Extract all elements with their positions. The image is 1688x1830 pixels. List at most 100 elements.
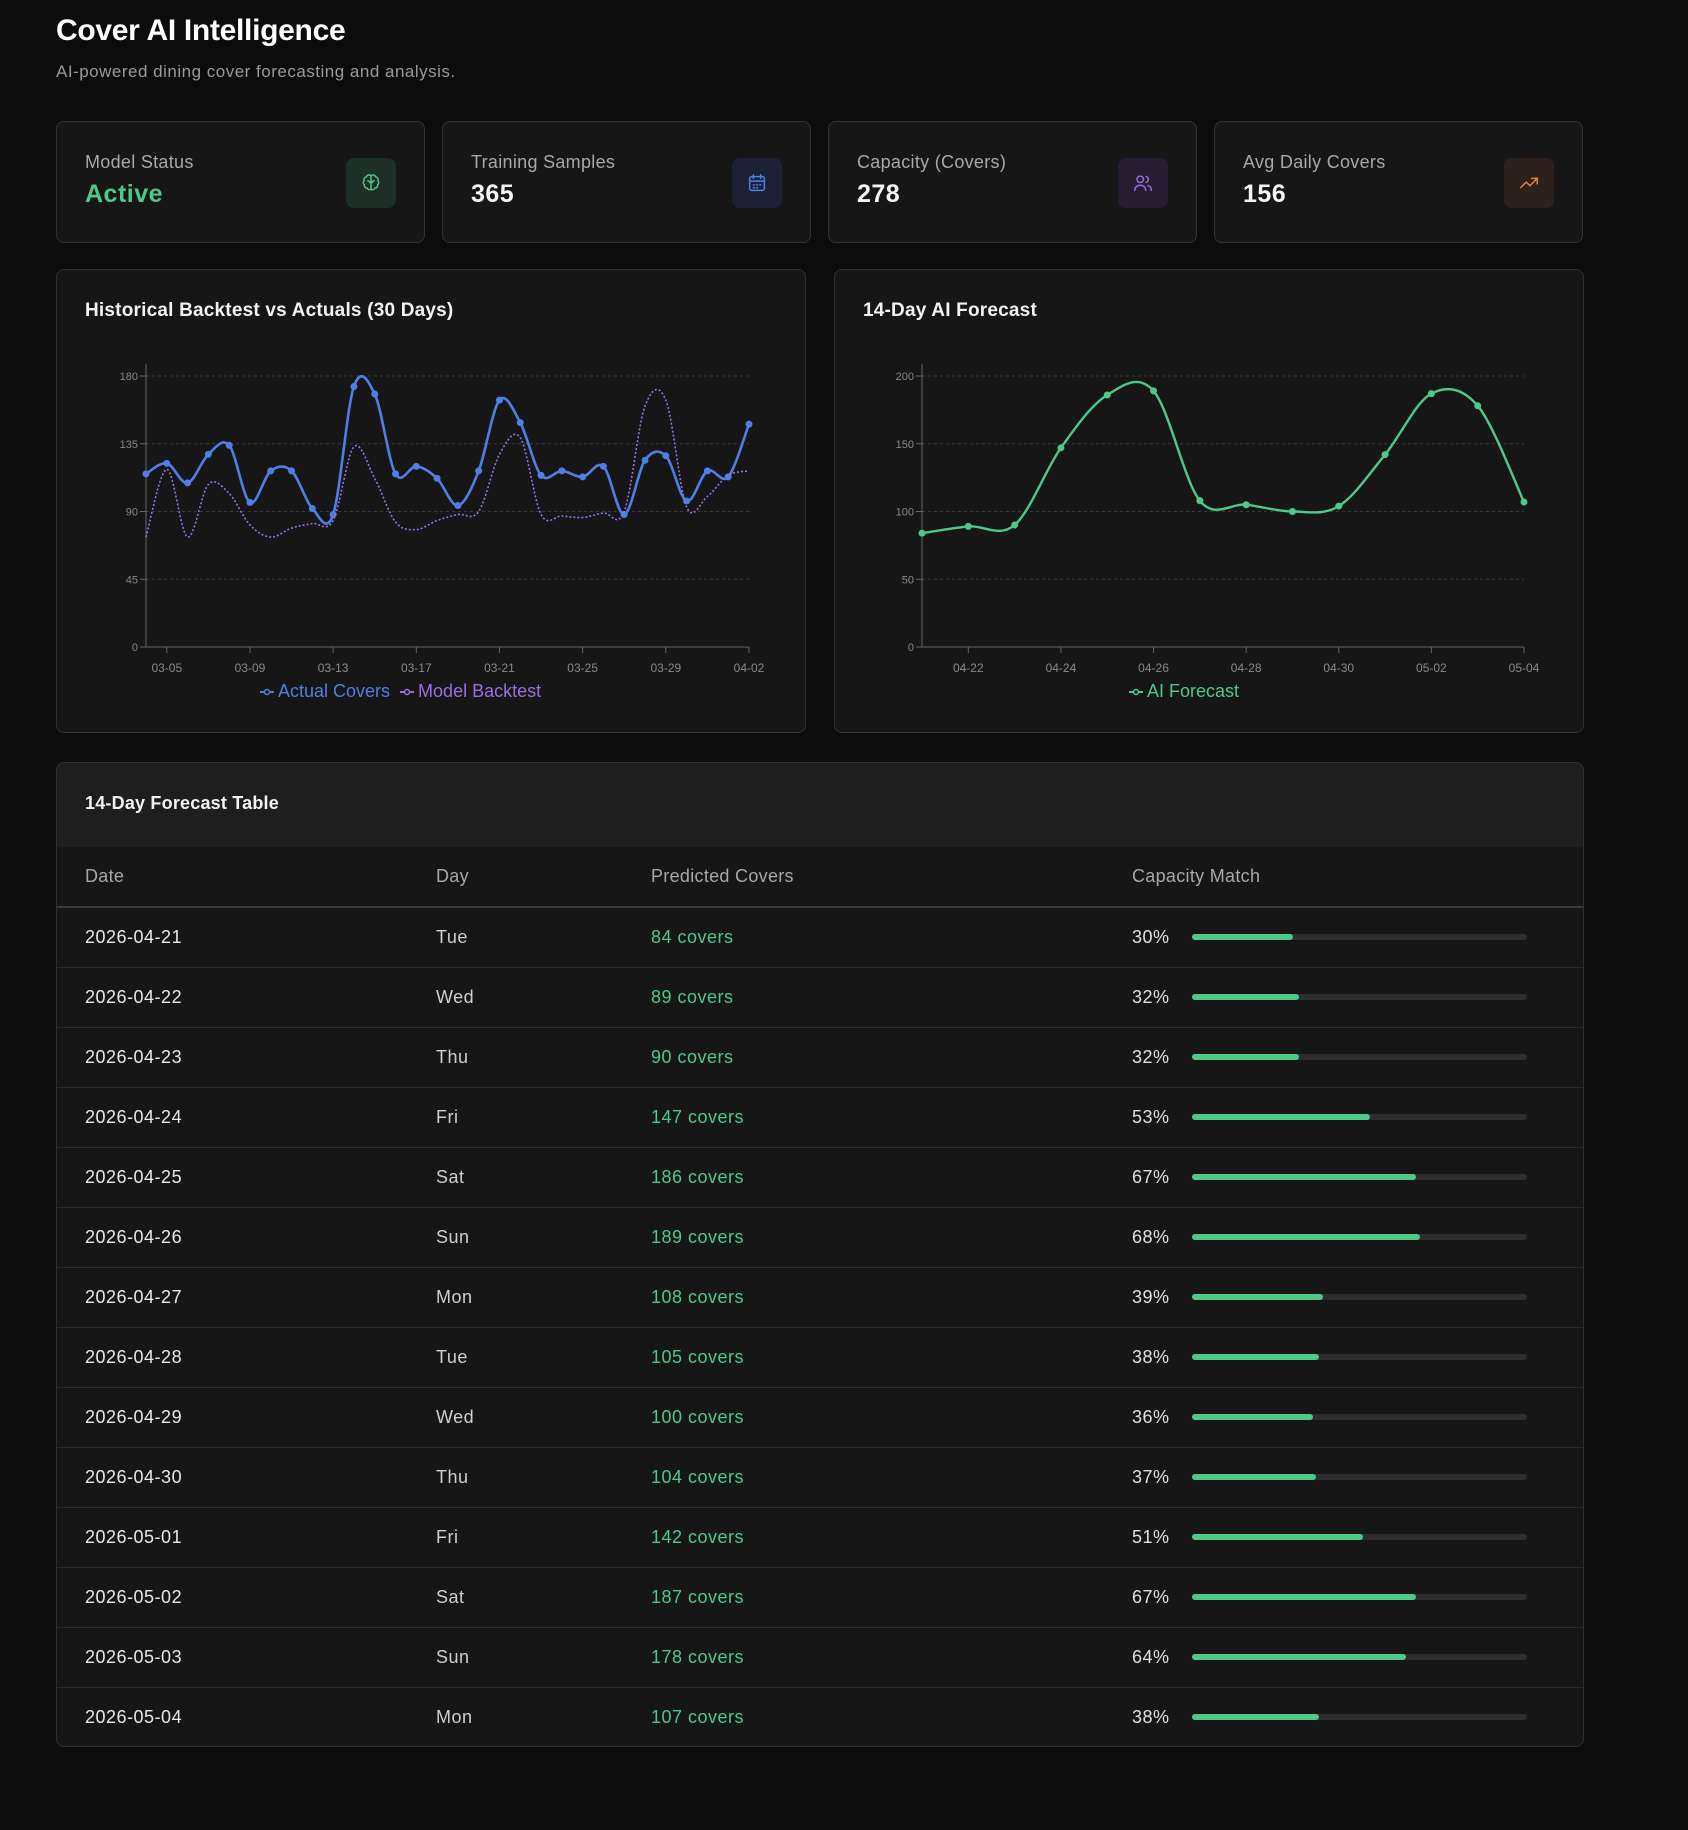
kpi-row: Model Status Active Training Samples 365 [56,121,1584,243]
kpi-label: Training Samples [471,152,616,172]
capacity-percent: 51% [1132,1526,1170,1547]
cell-date: 2026-04-29 [57,1387,436,1448]
kpi-value: 278 [857,180,901,208]
capacity-match: 30% [1132,927,1583,948]
cell-date: 2026-04-28 [57,1327,436,1388]
table-body: 2026-04-21 Tue 84 covers 30% 2026-04-22 Wed 89… [57,907,1583,1746]
cell-date: 2026-04-26 [57,1207,436,1268]
cell-predicted-covers: 104 covers [651,1447,1132,1508]
legend-line-icon [1129,688,1143,695]
cell-predicted-covers: 189 covers [651,1207,1132,1268]
legend-label: AI Forecast [1147,681,1240,701]
cell-day: Fri [436,1507,651,1568]
cell-date: 2026-04-25 [57,1147,436,1208]
trending-up-icon [1504,158,1554,208]
legend-line-icon [260,688,274,695]
cell-day: Thu [436,1027,651,1088]
cell-predicted-covers: 100 covers [651,1387,1132,1448]
data-point [454,501,462,509]
backtest-legend: Actual Covers Model Backtest [260,681,541,702]
y-tick-label: 100 [896,507,914,519]
cell-day: Fri [436,1087,651,1148]
capacity-bar-fill [1192,934,1293,941]
data-point [350,383,358,391]
cell-capacity-match: 37% [1132,1447,1583,1508]
capacity-bar-fill [1192,1054,1300,1060]
legend-item-actual[interactable]: Actual Covers [260,681,390,702]
data-point [1288,508,1296,515]
cell-capacity-match: 38% [1132,1327,1583,1388]
series-line [145,374,751,525]
capacity-bar-fill [1192,1234,1420,1240]
data-point [288,467,296,475]
data-point [163,459,171,467]
legend-label: Model Backtest [418,681,542,701]
cell-capacity-match: 67% [1132,1567,1583,1628]
cell-day: Sun [436,1627,651,1688]
kpi-card-avg-daily-covers: Avg Daily Covers 156 [1214,121,1583,243]
table-header-bar: 14-Day Forecast Table [57,763,1583,847]
table-header-row: Date Day Predicted Covers Capacity Match [57,847,1583,908]
cell-capacity-match: 68% [1132,1207,1583,1268]
legend-item-forecast[interactable]: AI Forecast [1129,681,1239,702]
capacity-bar-fill [1192,1534,1363,1540]
page-subtitle: AI-powered dining cover forecasting and … [56,62,456,81]
y-tick-label: 0 [132,642,138,654]
data-point [579,473,587,481]
x-tick-label: 03-17 [401,661,432,675]
kpi-card-model-status: Model Status Active [56,121,425,243]
series-line [145,388,750,538]
table-row: 2026-04-25 Sat 186 covers 67% [57,1147,1583,1208]
cell-day: Mon [436,1706,473,1727]
data-point [641,456,649,464]
capacity-match: 37% [1132,1467,1583,1488]
y-tick-label: 135 [120,439,138,451]
cell-capacity-match: 36% [1132,1387,1583,1448]
data-point [246,498,254,506]
users-icon [1118,158,1168,208]
y-tick-label: 0 [908,642,914,654]
data-point [1520,498,1528,506]
table-title: 14-Day Forecast Table [85,793,279,813]
kpi-value: Active [85,180,164,208]
cell-day: Tue [436,907,651,968]
capacity-percent: 68% [1132,1226,1170,1247]
data-point [516,419,524,427]
x-tick-label: 03-05 [151,661,182,675]
capacity-bar [1192,1234,1527,1240]
legend-line-icon [400,688,415,695]
cell-predicted-covers: 178 covers [651,1627,1132,1688]
capacity-bar [1192,1714,1527,1721]
table-row: 2026-04-28 Tue 105 covers 38% [57,1327,1583,1388]
capacity-bar-fill [1192,1654,1407,1660]
capacity-bar [1192,1054,1527,1060]
data-point [1474,402,1482,410]
data-point [1057,444,1065,452]
chart-title: Historical Backtest vs Actuals (30 Days) [85,300,454,321]
data-point [308,504,316,512]
cell-capacity-match: 38% [1132,1687,1583,1746]
cell-capacity-match: 32% [1132,1027,1583,1088]
cell-date: 2026-05-03 [57,1627,436,1688]
capacity-bar-fill [1192,1414,1313,1420]
forecast-table-panel: 14-Day Forecast Table Date Day Predicted… [56,762,1584,1747]
data-point [267,467,275,475]
chart-title: 14-Day AI Forecast [863,300,1037,321]
capacity-match: 67% [1132,1587,1583,1608]
forecast-chart-panel: 14-Day AI Forecast [834,269,1584,733]
x-tick-label: 05-02 [1416,661,1447,675]
cell-capacity-match: 53% [1132,1087,1583,1148]
cell-date: 2026-04-22 [57,967,436,1028]
data-point [703,467,711,475]
capacity-match: 38% [1132,1707,1583,1728]
data-point [558,467,566,475]
x-tick-label: 04-28 [1231,661,1262,675]
capacity-match: 64% [1132,1647,1583,1668]
data-point [745,420,753,428]
capacity-bar [1192,1354,1527,1360]
cell-date: 2026-04-27 [57,1267,436,1328]
legend-item-backtest[interactable]: Model Backtest [400,681,541,702]
cell-capacity-match: 51% [1132,1507,1583,1568]
data-point [1427,390,1435,398]
kpi-value: 156 [1243,180,1287,208]
